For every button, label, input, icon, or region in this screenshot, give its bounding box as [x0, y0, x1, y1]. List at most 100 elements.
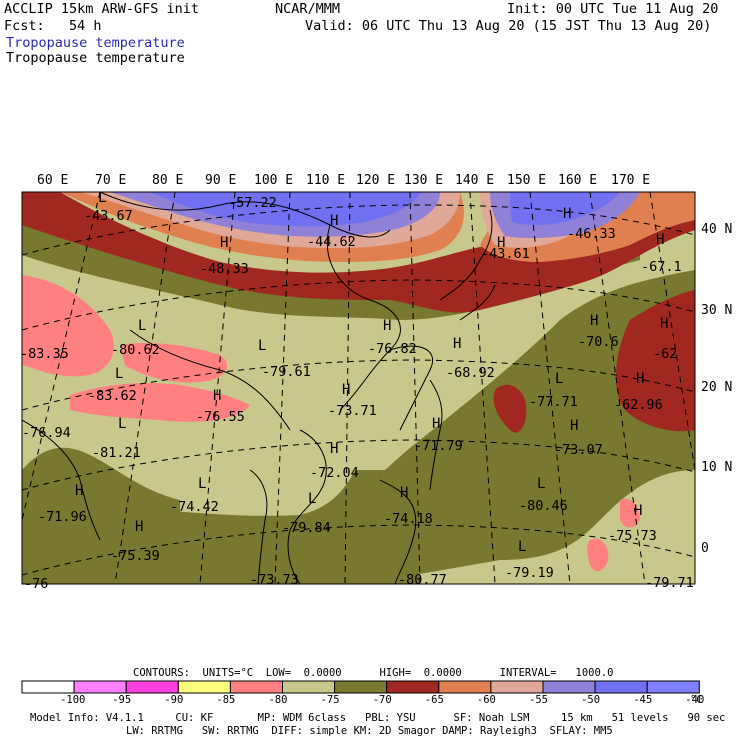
model-info-line1: Model Info: V4.1.1 CU: KF MP: WDM 6class…: [30, 712, 726, 724]
colorbar-tick-label: -70: [372, 694, 392, 706]
colorbar-swatch: [177, 680, 231, 694]
extremum-value: -80.77: [398, 572, 447, 588]
longitude-label: 120 E: [356, 173, 396, 188]
extremum-value: -67.1: [641, 259, 682, 275]
high-marker: H: [213, 388, 221, 404]
valid-time: Valid: 06 UTC Thu 13 Aug 20 (15 JST Thu …: [305, 18, 712, 34]
high-marker: H: [453, 336, 461, 352]
low-marker: L: [98, 190, 106, 206]
model-info-line2: LW: RRTMG SW: RRTMG DIFF: simple KM: 2D …: [126, 725, 613, 737]
extremum-value: -76.94: [22, 425, 71, 441]
extremum-value: -71.96: [38, 509, 87, 525]
map-frame: [21, 191, 696, 585]
field-fill-70-65: [22, 270, 695, 584]
extremum-value: -77.71: [529, 394, 578, 410]
high-marker: H: [383, 318, 391, 334]
longitude-label: 160 E: [558, 173, 598, 188]
high-marker: H: [330, 441, 338, 457]
extremum-value: -46.33: [567, 226, 616, 242]
extremum-value: -62.96: [614, 397, 663, 413]
extremum-value: -74.42: [170, 499, 219, 515]
low-marker: L: [115, 366, 123, 382]
colorbar-swatch: [21, 680, 75, 694]
colorbar-swatch: [438, 680, 492, 694]
colorbar-swatch: [490, 680, 544, 694]
field-title-contour: Tropopause temperature: [6, 50, 185, 66]
contours-info: CONTOURS: UNITS=°C LOW= 0.0000 HIGH= 0.0…: [133, 667, 614, 679]
longitude-label: 90 E: [205, 173, 237, 188]
colorbar-swatch: [334, 680, 388, 694]
high-marker: H: [135, 519, 143, 535]
extremum-value: -76: [24, 576, 48, 592]
field-fill-85-80: [587, 538, 609, 572]
low-marker: L: [138, 318, 146, 334]
high-marker: H: [400, 485, 408, 501]
longitude-label: 140 E: [455, 173, 495, 188]
colorbar-swatch: [282, 680, 336, 694]
colorbar-swatch: [646, 680, 700, 694]
extremum-value: -73.07: [554, 442, 603, 458]
extremum-value: -73.71: [328, 403, 377, 419]
low-marker: L: [555, 371, 563, 387]
high-marker: H: [330, 213, 338, 229]
field-title-shaded: Tropopause temperature: [6, 35, 185, 51]
low-marker: L: [518, 539, 526, 555]
high-marker: H: [570, 418, 578, 434]
extremum-value: -79.61: [262, 364, 311, 380]
longitude-label: 100 E: [254, 173, 294, 188]
center-name: NCAR/MMM: [275, 1, 341, 17]
low-marker: L: [198, 476, 206, 492]
high-marker: H: [563, 206, 571, 222]
colorbar-swatch: [594, 680, 648, 694]
extremum-value: -74.18: [384, 511, 433, 527]
latitude-label: 30 N: [701, 303, 733, 318]
extremum-value: -79.84: [282, 520, 331, 536]
model-title: ACCLIP 15km ARW-GFS init: [4, 1, 200, 17]
colorbar-tick-label: -50: [581, 694, 601, 706]
longitude-label: 150 E: [507, 173, 547, 188]
extremum-value: -57.22: [228, 195, 277, 211]
init-time: Init: 00 UTC Tue 11 Aug 20: [507, 1, 719, 17]
colorbar-swatch: [229, 680, 283, 694]
field-fill-85-80: [70, 383, 250, 422]
colorbar-tick-label: -55: [529, 694, 548, 706]
extremum-value: -79.71: [645, 575, 694, 591]
extremum-value: -62: [653, 346, 677, 362]
extremum-value: -72.04: [310, 465, 359, 481]
graticule: [22, 192, 695, 584]
extremum-value: -76.55: [196, 409, 245, 425]
high-marker: H: [660, 316, 668, 332]
field-fill-85-80: [620, 498, 640, 528]
field-fill-85-80: [120, 343, 228, 383]
high-marker: H: [656, 232, 664, 248]
colorbar-tick-label: -80: [268, 694, 288, 706]
colorbar-tick-label: -75: [320, 694, 340, 706]
forecast-hour: Fcst: 54 h: [4, 18, 102, 34]
low-marker: L: [537, 476, 545, 492]
extremum-value: -83.62: [88, 388, 137, 404]
extremum-value: -71.79: [414, 438, 463, 454]
extrema-labels: L-43.67-57.22H-48.33H-44.62 H-43.61H-46.3…: [20, 190, 694, 592]
extremum-value: -43.67: [84, 208, 133, 224]
field-fill-45-40: [150, 192, 420, 227]
colorbar-tick-label: -85: [216, 694, 236, 706]
longitude-label: 170 E: [611, 173, 651, 188]
colorbar-swatch: [73, 680, 127, 694]
low-marker: L: [308, 491, 316, 507]
longitude-label: 60 E: [37, 173, 69, 188]
field-fill-70-65: [22, 447, 180, 584]
latitude-label: 0: [701, 541, 709, 556]
high-marker: H: [497, 235, 505, 251]
high-marker: H: [432, 416, 440, 432]
high-marker: H: [220, 235, 228, 251]
high-marker: H: [75, 483, 83, 499]
extremum-value: -83.35: [20, 346, 69, 362]
longitude-label: 80 E: [152, 173, 184, 188]
latitude-label: 20 N: [701, 380, 733, 395]
colorbar-unit: °C: [690, 694, 703, 706]
extremum-value: -70.6: [578, 334, 619, 350]
longitude-label: 130 E: [404, 173, 444, 188]
colorbar-swatch: [386, 680, 440, 694]
extremum-value: -68.92: [446, 365, 495, 381]
